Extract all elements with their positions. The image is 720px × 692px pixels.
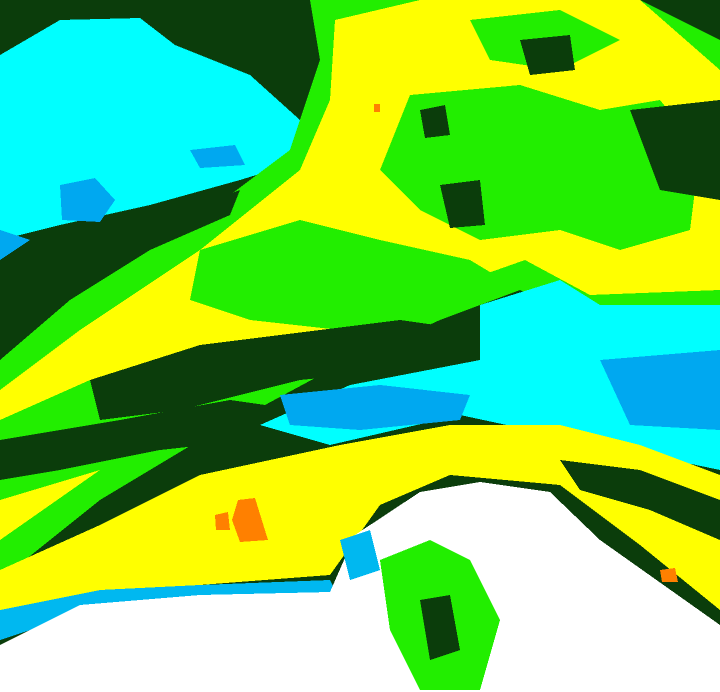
dark-streak: [25, 190, 240, 300]
blue-patch: [600, 350, 720, 430]
dark-patch: [520, 35, 575, 75]
orange-patch: [374, 104, 380, 112]
yellow-band: [0, 425, 720, 625]
blue-patch: [60, 178, 115, 222]
orange-patch: [215, 512, 230, 530]
blue-patch: [190, 145, 245, 168]
dark-streak: [0, 400, 300, 480]
orange-patch: [660, 568, 678, 582]
dark-patch: [440, 180, 485, 228]
dark-streak: [560, 460, 720, 540]
orange-patch: [232, 498, 268, 542]
dark-streak: [90, 320, 490, 420]
blue-patch: [0, 230, 30, 260]
blue-patch: [280, 385, 470, 430]
green-patch: [190, 220, 520, 330]
dark-patch: [420, 105, 450, 138]
blue-patch: [340, 530, 380, 580]
white-region: [0, 482, 720, 692]
dark-patch: [630, 100, 720, 200]
dark-patch: [420, 595, 460, 660]
